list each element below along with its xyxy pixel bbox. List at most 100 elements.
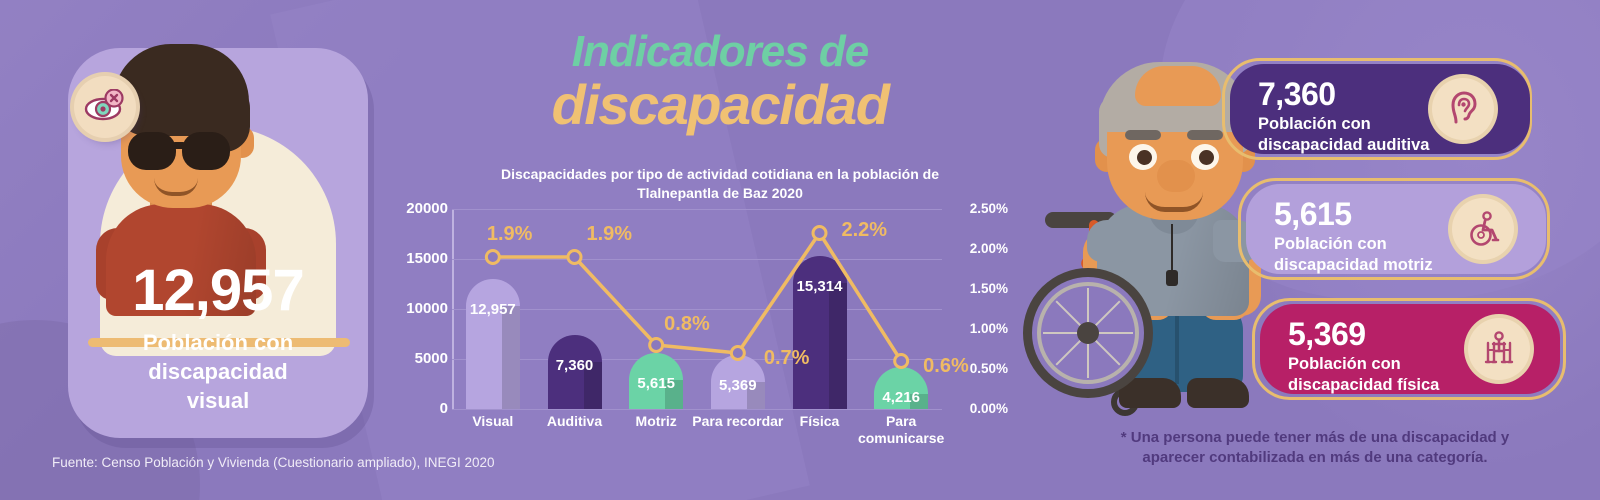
illustration-person-wheelchair [1015,52,1300,442]
visual-stat-label: Población con discapacidad visual [68,328,368,415]
gridline [452,309,942,310]
x-axis-tick-label: Auditiva [546,413,603,429]
wheel-hub [1077,322,1099,344]
mouth [1145,192,1203,212]
chart-bar [792,255,847,409]
card-outline-auditiva [1222,58,1532,160]
percentage-label: 1.9% [586,223,633,245]
percentage-label: 0.7% [763,347,810,369]
card-label-auditiva: Población con discapacidad auditiva [1258,114,1429,155]
gridline [452,409,942,410]
y-axis-right-tick: 0.00% [969,401,1008,416]
percentage-label: 2.2% [841,219,888,241]
y-axis-right-tick: 2.50% [969,201,1008,216]
bar-shadow [583,362,602,409]
gridline [452,359,942,360]
y-axis-left-tick: 5000 [414,350,448,367]
y-axis-right-tick: 2.00% [969,241,1008,256]
card-label-line1: Población con [1258,115,1371,133]
card-outline-fisica [1252,298,1566,400]
bar-value-label: 5,369 [719,377,757,395]
y-axis-left-tick: 20000 [406,200,448,217]
bar-value-label: 15,314 [796,277,843,295]
card-label-line1: Población con [1288,355,1401,373]
stat-card-fisica[interactable]: 5,369 Población con discapacidad física [1260,304,1560,394]
pupil-right [1199,150,1214,165]
bar-shadow [665,379,684,409]
smile [154,178,198,196]
bar-shadow [746,382,765,409]
visual-stat-value: 12,957 [132,258,304,323]
visual-stat-label-line3: visual [186,388,250,414]
source-note: Fuente: Censo Población y Vivienda (Cues… [52,455,495,470]
leg-separation [1175,314,1179,384]
eyebrow-right [186,116,220,127]
y-axis-right-tick: 1.50% [969,281,1008,296]
eyebrow-right [1187,130,1223,140]
chart-bar [710,355,765,409]
shoe-right [1187,378,1249,408]
x-axis-tick-label: Motriz [635,413,677,429]
card-label-motriz: Población con discapacidad motriz [1274,234,1433,275]
card-label-line2: discapacidad auditiva [1258,135,1430,154]
card-label-line1: Población con [1274,235,1387,253]
x-axis-tick-label: Para comunicarse [857,413,945,447]
visual-stat-label-line2: discapacidad [148,359,288,385]
y-axis-right-tick: 1.00% [969,321,1008,336]
necklace-pendant [1166,270,1178,286]
sleeve-left [1087,220,1131,262]
shirt-shading [106,204,256,316]
pupil-left [1137,150,1152,165]
card-label-fisica: Población con discapacidad física [1288,354,1439,395]
bar-value-label: 12,957 [469,301,516,319]
bar-shadow [910,393,929,409]
x-axis-tick-label: Física [799,413,840,429]
title-line-1: Indicadores de [571,27,870,76]
percentage-line-series [484,225,910,369]
x-axis-tick-label: Para recordar [692,413,784,429]
stat-card-auditiva[interactable]: 7,360 Población con discapacidad auditiv… [1230,64,1530,154]
chart-bar [547,335,602,409]
card-label-line2: discapacidad motriz [1274,255,1433,274]
y-axis-left-tick: 0 [439,400,448,417]
chart-bar [465,279,520,409]
illustration-person-visual [88,22,274,316]
chart-bar [874,366,929,409]
card-outline-motriz [1238,178,1550,280]
percentage-label: 0.6% [923,355,969,377]
necklace-chain [1171,224,1173,272]
percentage-label: 1.9% [486,223,533,245]
x-axis-tick-label: Visual [472,413,514,429]
percentage-label: 0.8% [664,313,710,335]
eyebrow-left [1125,130,1161,140]
disability-chart: 12,957 7,360 5,615 5,369 15,314 4,216 1.9% 1.9%… [390,195,1010,446]
card-value-auditiva: 7,360 [1258,76,1336,112]
wheelchair-rim [1037,282,1139,384]
nose [1157,160,1195,192]
sunglasses-left-lens [128,132,176,170]
gridline [452,209,942,210]
sunglasses-bridge [172,142,186,149]
eye-disabled-icon [74,76,136,138]
chart-plot-area: 12,957 7,360 5,615 5,369 15,314 4,216 1.9% 1.9%… [452,209,969,410]
forehead [1135,66,1221,106]
walker-icon [1468,318,1530,380]
bar-value-label: 5,615 [637,374,675,392]
shirt [106,204,256,316]
bar-value-label: 4,216 [882,388,920,406]
eyebrow-left [140,116,174,127]
footnote: * Una persona puede tener más de una dis… [1120,429,1510,467]
y-axis-right-tick: 0.50% [969,361,1008,376]
y-axis-left-tick: 15000 [406,250,448,267]
sunglasses-right-lens [182,132,230,170]
ear-icon [1432,78,1494,140]
panel-ledge [88,338,350,347]
chart-title: Discapacidades por tipo de actividad cot… [501,166,939,201]
visual-stat-label-line1: Población con [142,330,294,355]
title-line-2: discapacidad [551,73,890,136]
gridline [452,259,942,260]
chart-bar [629,352,684,409]
card-value-fisica: 5,369 [1288,316,1366,352]
page-title: Indicadores de discapacidad [470,30,970,135]
